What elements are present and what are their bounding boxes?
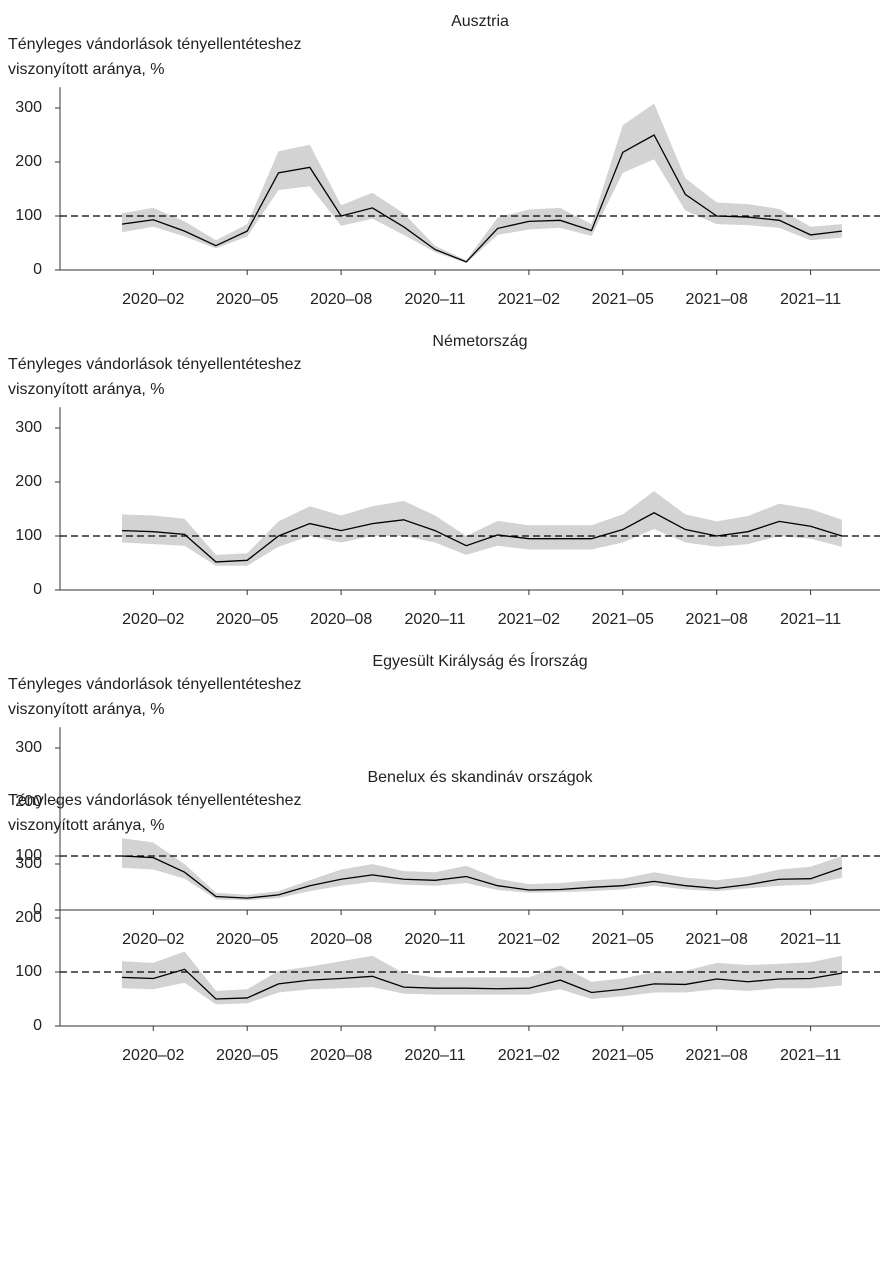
panel-title: Ausztria: [451, 13, 509, 30]
y-axis-label: viszonyított aránya, %: [8, 381, 165, 398]
y-tick-label: 300: [15, 419, 42, 436]
series-line: [121, 968, 843, 1000]
y-tick-label: 100: [15, 527, 42, 544]
y-tick-label: 200: [15, 473, 42, 490]
y-axis-label: viszonyított aránya, %: [8, 701, 165, 718]
confidence-band: [122, 951, 842, 1005]
y-axis-label: viszonyított aránya, %: [8, 61, 165, 78]
x-tick-label: 2020–08: [310, 1047, 372, 1064]
y-tick-label: 0: [33, 1017, 42, 1034]
x-tick-label: 2021–11: [780, 1047, 841, 1064]
y-axis-label: Tényleges vándorlások tényellentéteshez: [8, 676, 302, 693]
y-tick-label: 300: [15, 739, 42, 756]
y-tick-label: 100: [15, 963, 42, 980]
y-tick-label: 0: [33, 261, 42, 278]
x-tick-label: 2021–08: [686, 291, 748, 308]
x-tick-label: 2020–08: [310, 611, 372, 628]
x-tick-label: 2020–05: [216, 611, 278, 628]
x-tick-label: 2020–11: [404, 611, 465, 628]
x-tick-label: 2020–02: [122, 931, 184, 948]
y-tick-label: 100: [15, 847, 42, 864]
x-tick-label: 2020–05: [216, 931, 278, 948]
y-axis-label: viszonyított aránya, %: [8, 817, 165, 834]
y-axis-label: Tényleges vándorlások tényellentéteshez: [8, 36, 302, 53]
series-line: [121, 855, 843, 899]
y-tick-label: 300: [15, 99, 42, 116]
x-tick-label: 2021–11: [780, 611, 841, 628]
y-axis-label: Tényleges vándorlások tényellentéteshez: [8, 792, 302, 809]
y-tick-label: 300: [15, 855, 42, 872]
x-tick-label: 2020–08: [310, 291, 372, 308]
x-tick-label: 2021–08: [686, 931, 748, 948]
x-tick-label: 2021–05: [592, 931, 654, 948]
x-tick-label: 2020–02: [122, 1047, 184, 1064]
x-tick-label: 2021–11: [780, 931, 841, 948]
x-tick-label: 2020–08: [310, 931, 372, 948]
series-line: [121, 512, 843, 563]
panel-title: Benelux és skandináv országok: [367, 769, 593, 786]
confidence-band: [122, 103, 842, 263]
y-tick-label: 200: [15, 909, 42, 926]
x-tick-label: 2021–08: [686, 1047, 748, 1064]
x-tick-label: 2021–11: [780, 291, 841, 308]
x-tick-label: 2021–05: [592, 1047, 654, 1064]
confidence-band: [122, 491, 842, 566]
panel-title: Németország: [432, 333, 527, 350]
confidence-band: [122, 838, 842, 901]
x-tick-label: 2020–05: [216, 291, 278, 308]
y-tick-label: 0: [33, 901, 42, 918]
x-tick-label: 2020–11: [404, 1047, 465, 1064]
x-tick-label: 2021–08: [686, 611, 748, 628]
x-tick-label: 2020–11: [404, 291, 465, 308]
x-tick-label: 2020–02: [122, 291, 184, 308]
series-line: [121, 134, 842, 263]
x-tick-label: 2020–02: [122, 611, 184, 628]
x-tick-label: 2021–05: [592, 611, 654, 628]
y-axis-label: Tényleges vándorlások tényellentéteshez: [8, 356, 302, 373]
y-tick-label: 200: [15, 793, 42, 810]
x-tick-label: 2021–02: [498, 611, 560, 628]
panel-title: Egyesült Királyság és Írország: [372, 651, 587, 670]
y-tick-label: 200: [15, 153, 42, 170]
x-tick-label: 2021–02: [498, 931, 560, 948]
y-tick-label: 0: [33, 581, 42, 598]
x-tick-label: 2020–11: [404, 931, 465, 948]
x-tick-label: 2020–05: [216, 1047, 278, 1064]
x-tick-label: 2021–02: [498, 291, 560, 308]
y-tick-label: 100: [15, 207, 42, 224]
x-tick-label: 2021–05: [592, 291, 654, 308]
x-tick-label: 2021–02: [498, 1047, 560, 1064]
